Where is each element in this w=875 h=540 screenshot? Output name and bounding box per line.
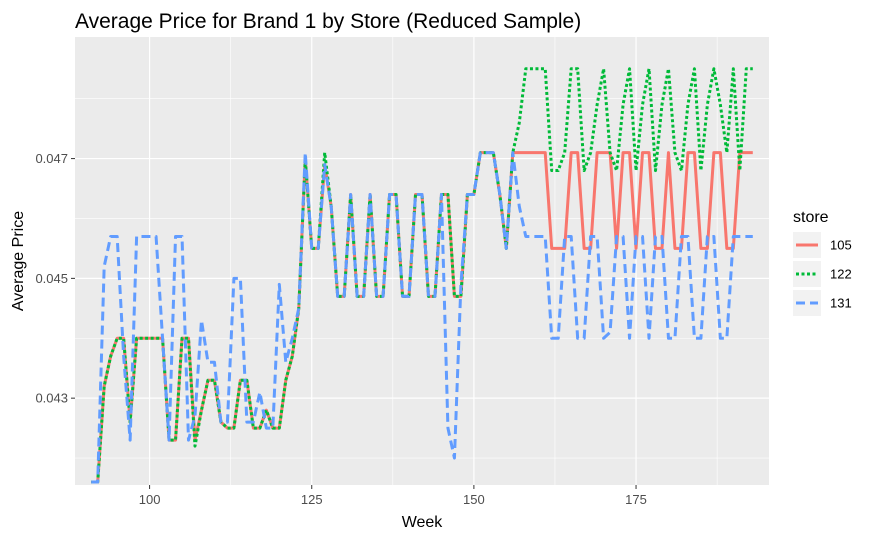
y-axis-title: Average Price [10,211,27,311]
legend-label-122: 122 [830,267,852,282]
series-lines [91,67,753,484]
legend: store 105 122 131 [793,209,852,316]
chart-title: Average Price for Brand 1 by Store (Redu… [75,10,581,33]
x-axis-title: Week [402,514,444,531]
series-line-131 [91,151,753,484]
x-tick-label: 125 [301,492,323,507]
x-tick-label: 150 [463,492,485,507]
y-axis: 0.043 0.045 0.047 [35,151,75,406]
x-tick-label: 100 [139,492,161,507]
minor-gridlines [75,37,769,485]
y-tick-label: 0.045 [35,271,68,286]
plot-panel [75,37,769,485]
y-tick-label: 0.043 [35,391,68,406]
legend-label-105: 105 [830,238,852,253]
x-tick-label: 175 [625,492,647,507]
legend-title: store [793,209,829,226]
legend-items: 105 122 131 [793,232,852,316]
x-axis: 100 125 150 175 [139,485,647,507]
y-tick-label: 0.047 [35,151,68,166]
legend-label-131: 131 [830,296,852,311]
